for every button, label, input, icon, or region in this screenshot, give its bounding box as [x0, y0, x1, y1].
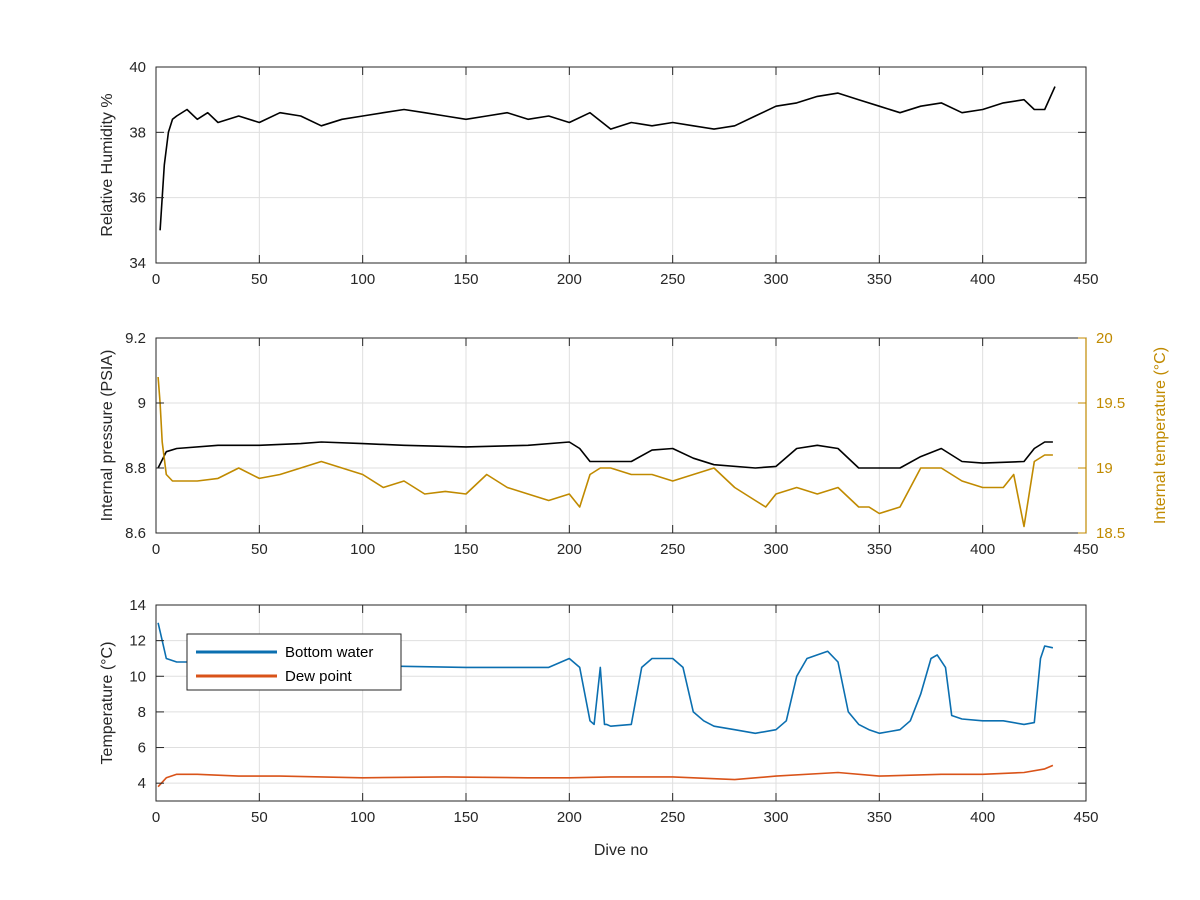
x-tick-label: 150 — [453, 809, 478, 826]
legend: Bottom water Dew point — [187, 634, 401, 690]
x-tick-label: 250 — [660, 271, 685, 288]
y-tick-label: 10 — [129, 668, 146, 685]
y-axis-label: Relative Humidity % — [99, 93, 116, 236]
x-tick-label: 450 — [1073, 541, 1098, 558]
x-tick-label: 300 — [763, 271, 788, 288]
y-tick-label: 8.6 — [125, 525, 146, 542]
y2-tick-label: 19 — [1096, 460, 1113, 477]
y-tick-label: 40 — [129, 59, 146, 76]
x-tick-label: 400 — [970, 271, 995, 288]
x-tick-label: 250 — [660, 541, 685, 558]
y-axis-label: Internal pressure (PSIA) — [99, 350, 116, 522]
y-tick-label: 6 — [138, 740, 146, 757]
chart-panel-2: 0 50 100 150 200 250 300 350 400 450 8.6 8.8 9 9.2 18.… — [99, 330, 1169, 558]
chart-panel-3: 0 50 100 150 200 250 300 350 400 450 4 6 8 10 12 14 Temp… — [99, 597, 1099, 859]
y-tick-label: 34 — [129, 255, 146, 272]
x-tick-label: 350 — [867, 809, 892, 826]
x-axis-label: Dive no — [594, 842, 648, 859]
x-tick-label: 300 — [763, 809, 788, 826]
y2-tick-label: 20 — [1096, 330, 1113, 347]
y-tick-label: 8.8 — [125, 460, 146, 477]
x-tick-label: 200 — [557, 809, 582, 826]
x-tick-label: 0 — [152, 809, 160, 826]
figure: 0 50 100 150 200 250 300 350 400 45034363840Relat… — [0, 0, 1200, 900]
x-tick-label: 400 — [970, 809, 995, 826]
x-tick-label: 100 — [350, 541, 375, 558]
x-tick-label: 450 — [1073, 809, 1098, 826]
legend-label: Dew point — [285, 668, 353, 685]
y-tick-label: 14 — [129, 597, 146, 614]
x-tick-label: 350 — [867, 541, 892, 558]
x-tick-label: 0 — [152, 271, 160, 288]
x-tick-label: 100 — [350, 271, 375, 288]
x-tick-label: 50 — [251, 809, 268, 826]
x-tick-label: 150 — [453, 271, 478, 288]
x-tick-label: 250 — [660, 809, 685, 826]
y-tick-label: 12 — [129, 633, 146, 650]
x-tick-label: 200 — [557, 271, 582, 288]
plot-area — [156, 67, 1086, 263]
y-tick-label: 4 — [138, 775, 146, 792]
y-tick-label: 36 — [129, 190, 146, 207]
x-tick-label: 150 — [453, 541, 478, 558]
y-tick-label: 9.2 — [125, 330, 146, 347]
legend-label: Bottom water — [285, 644, 373, 661]
x-tick-label: 400 — [970, 541, 995, 558]
x-tick-label: 300 — [763, 541, 788, 558]
x-tick-label: 50 — [251, 541, 268, 558]
x-tick-label: 50 — [251, 271, 268, 288]
y2-tick-label: 19.5 — [1096, 395, 1125, 412]
x-tick-label: 350 — [867, 271, 892, 288]
plot-area — [156, 338, 1086, 533]
x-tick-label: 200 — [557, 541, 582, 558]
y-tick-label: 38 — [129, 124, 146, 141]
x-tick-label: 450 — [1073, 271, 1098, 288]
y2-tick-label: 18.5 — [1096, 525, 1125, 542]
x-tick-label: 0 — [152, 541, 160, 558]
chart-panel-1: 0 50 100 150 200 250 300 350 400 450 34 36 38 40 Relat… — [99, 59, 1099, 288]
y2-axis-label: Internal temperature (°C) — [1152, 347, 1169, 524]
y-axis-label: Temperature (°C) — [99, 642, 116, 765]
y-tick-label: 9 — [138, 395, 146, 412]
y-tick-label: 8 — [138, 704, 146, 721]
x-tick-label: 100 — [350, 809, 375, 826]
